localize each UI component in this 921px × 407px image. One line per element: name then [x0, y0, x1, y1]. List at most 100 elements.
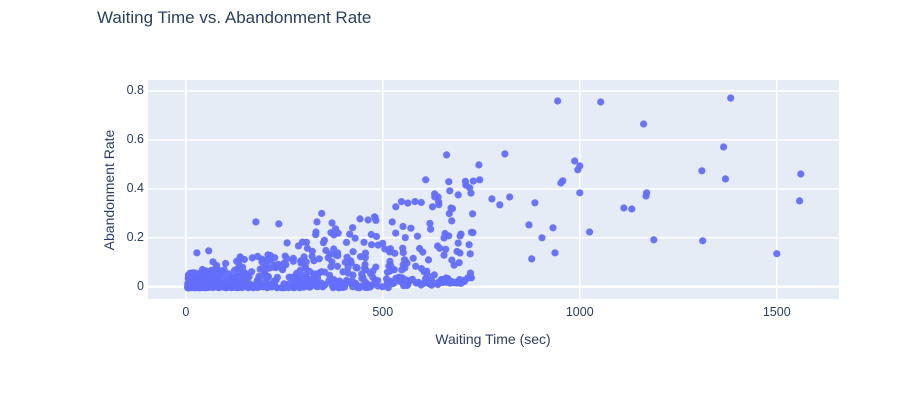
scatter-point[interactable] — [435, 198, 443, 206]
scatter-point[interactable] — [420, 268, 428, 276]
scatter-point[interactable] — [576, 162, 584, 170]
scatter-point[interactable] — [465, 241, 473, 249]
scatter-point[interactable] — [797, 170, 805, 178]
scatter-point[interactable] — [385, 262, 393, 270]
scatter-point[interactable] — [384, 284, 392, 292]
scatter-point[interactable] — [408, 275, 416, 283]
scatter-point[interactable] — [399, 222, 407, 231]
scatter-point[interactable] — [419, 248, 427, 256]
scatter-point[interactable] — [422, 176, 430, 184]
scatter-point[interactable] — [280, 280, 288, 288]
scatter-point[interactable] — [308, 247, 316, 255]
scatter-point[interactable] — [349, 248, 357, 256]
scatter-point[interactable] — [209, 258, 217, 266]
scatter-point[interactable] — [343, 253, 351, 261]
scatter-point[interactable] — [185, 283, 193, 291]
scatter-point[interactable] — [328, 219, 336, 227]
scatter-point[interactable] — [446, 187, 454, 195]
scatter-point[interactable] — [501, 150, 509, 158]
scatter-point[interactable] — [312, 231, 320, 239]
scatter-point[interactable] — [327, 275, 335, 283]
scatter-point[interactable] — [253, 276, 261, 284]
scatter-point[interactable] — [456, 249, 464, 257]
scatter-point[interactable] — [193, 249, 201, 257]
scatter-point[interactable] — [298, 238, 307, 246]
scatter-point[interactable] — [230, 266, 239, 274]
scatter-point[interactable] — [327, 229, 335, 237]
scatter-point[interactable] — [214, 275, 222, 283]
scatter-point[interactable] — [442, 274, 450, 282]
scatter-point[interactable] — [347, 259, 355, 267]
scatter-point[interactable] — [202, 269, 210, 277]
scatter-point[interactable] — [275, 220, 283, 228]
scatter-point[interactable] — [403, 281, 411, 290]
scatter-point[interactable] — [297, 259, 305, 267]
scatter-point[interactable] — [252, 218, 260, 226]
scatter-point[interactable] — [342, 279, 350, 287]
scatter-point[interactable] — [447, 204, 455, 212]
scatter-point[interactable] — [222, 283, 230, 291]
scatter-point[interactable] — [576, 189, 584, 197]
scatter-point[interactable] — [531, 199, 539, 207]
scatter-point[interactable] — [225, 270, 233, 278]
scatter-point[interactable] — [212, 264, 220, 272]
scatter-point[interactable] — [292, 277, 300, 286]
scatter-point[interactable] — [388, 218, 396, 226]
scatter-point[interactable] — [321, 268, 329, 276]
scatter-point[interactable] — [528, 255, 536, 263]
scatter-point[interactable] — [369, 267, 377, 275]
scatter-point[interactable] — [538, 234, 546, 242]
scatter-point[interactable] — [442, 245, 450, 253]
scatter-point[interactable] — [411, 198, 419, 206]
scatter-point[interactable] — [392, 203, 400, 211]
scatter-point[interactable] — [332, 251, 340, 259]
scatter-point[interactable] — [549, 224, 557, 232]
scatter-point[interactable] — [427, 225, 435, 233]
scatter-point[interactable] — [721, 175, 730, 183]
scatter-point[interactable] — [330, 245, 338, 253]
scatter-point[interactable] — [391, 249, 399, 257]
scatter-point[interactable] — [466, 184, 474, 192]
scatter-point[interactable] — [236, 262, 244, 270]
scatter-point[interactable] — [395, 273, 403, 281]
scatter-point[interactable] — [283, 239, 291, 247]
scatter-point[interactable] — [368, 241, 376, 249]
scatter-point[interactable] — [426, 219, 434, 227]
scatter-point[interactable] — [448, 217, 456, 225]
scatter-point[interactable] — [428, 203, 437, 211]
scatter-point[interactable] — [643, 189, 651, 197]
scatter-point[interactable] — [296, 266, 304, 275]
scatter-point[interactable] — [310, 257, 318, 265]
scatter-point[interactable] — [571, 157, 579, 165]
scatter-point[interactable] — [318, 209, 326, 217]
scatter-point[interactable] — [189, 269, 197, 277]
scatter-point[interactable] — [409, 254, 417, 262]
scatter-point[interactable] — [280, 259, 288, 267]
scatter-point[interactable] — [386, 245, 394, 253]
scatter-point[interactable] — [371, 279, 379, 287]
scatter-point[interactable] — [342, 238, 351, 246]
scatter-point[interactable] — [445, 210, 453, 218]
scatter-point[interactable] — [289, 254, 297, 262]
scatter-point[interactable] — [336, 279, 344, 287]
scatter-point[interactable] — [469, 177, 477, 185]
scatter-point[interactable] — [371, 213, 379, 221]
scatter-point[interactable] — [469, 210, 477, 218]
scatter-point[interactable] — [586, 228, 594, 236]
scatter-point[interactable] — [209, 283, 217, 291]
scatter-point[interactable] — [551, 249, 559, 257]
scatter-point[interactable] — [698, 167, 706, 175]
scatter-point[interactable] — [392, 229, 400, 237]
scatter-point[interactable] — [506, 193, 514, 201]
scatter-point[interactable] — [620, 204, 628, 212]
scatter-point[interactable] — [254, 252, 262, 260]
scatter-point[interactable] — [356, 215, 364, 223]
scatter-point[interactable] — [496, 201, 504, 209]
scatter-point[interactable] — [267, 283, 276, 291]
scatter-point[interactable] — [313, 218, 321, 226]
scatter-point[interactable] — [301, 271, 310, 279]
scatter-point[interactable] — [554, 97, 562, 105]
scatter-point[interactable] — [367, 230, 375, 239]
scatter-point[interactable] — [425, 280, 434, 288]
scatter-point[interactable] — [412, 262, 420, 270]
